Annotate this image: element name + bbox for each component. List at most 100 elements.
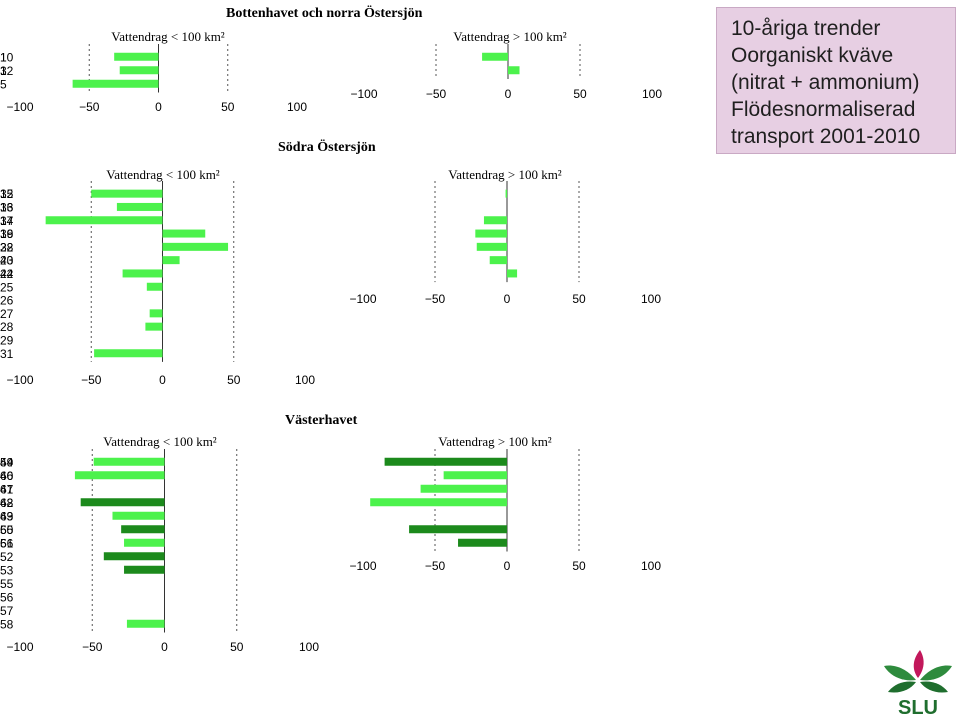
vh-large-tick-label: −100: [349, 559, 376, 573]
bn-small-tick-label: 100: [287, 100, 307, 114]
vh-small-row-label: 56: [0, 590, 14, 604]
vh-small-bar: [124, 565, 165, 574]
slu-logo-text: SLU: [898, 697, 938, 717]
vh-small-tick-label: 100: [299, 640, 319, 654]
vh-large-row-label: 59: [0, 455, 14, 469]
vh-large-bar: [420, 484, 507, 493]
bn-small-bar: [114, 52, 159, 61]
so-large-row-label: 40: [0, 254, 14, 268]
so-small-row-label: 23: [0, 254, 14, 268]
vh-large-bar: [443, 471, 507, 480]
so-small-tick-label: 100: [295, 373, 315, 387]
so-large-row-label: 34: [0, 214, 14, 228]
bn-small-row-label: 5: [0, 77, 7, 91]
so-large-bar: [489, 256, 507, 265]
vh-small-row-label: 48: [0, 496, 14, 510]
so-large-bar: [483, 216, 507, 225]
vh-small-bar: [80, 498, 165, 507]
vh-small-row-label: 47: [0, 482, 14, 496]
vh-small-tick-label: −50: [82, 640, 103, 654]
slu-leaf-logo-icon: SLU: [884, 650, 952, 717]
vh-small-bar: [112, 511, 165, 520]
info-line-3: (nitrat + ammonium): [731, 71, 920, 94]
so-small-tick-label: 50: [227, 373, 241, 387]
bn-large-row-label: 10: [0, 50, 14, 64]
vh-large-row-label: 60: [0, 469, 14, 483]
vh-large-bar: [370, 498, 507, 507]
so-small-bar: [91, 189, 163, 198]
vh-large-row-label: 62: [0, 496, 14, 510]
bn-small-tick-label: 50: [221, 100, 235, 114]
so-small-row-label: 26: [0, 294, 14, 308]
vh-small-row-label: 52: [0, 550, 14, 564]
so-large-tick-label: −100: [349, 292, 376, 306]
info-line-1: 10-åriga trender: [731, 17, 881, 40]
vh-small-row-label: 57: [0, 604, 14, 618]
so-small-row-label: 17: [0, 214, 14, 228]
vh-small-bar: [93, 457, 165, 466]
vh-large-row-label: 61: [0, 482, 14, 496]
so-large-tick-label: 0: [504, 292, 511, 306]
so-large-title: Vattendrag > 100 km²: [448, 167, 562, 182]
so-small-title: Vattendrag < 100 km²: [106, 167, 220, 182]
bn-large-tick-label: 0: [505, 87, 512, 101]
region-title-sodra: Södra Östersjön: [278, 140, 376, 155]
vh-large-row-label: 63: [0, 509, 14, 523]
vh-small-row-label: 46: [0, 469, 14, 483]
so-small-bar: [122, 269, 163, 278]
vh-large-row-label: 66: [0, 536, 14, 550]
so-large-row-label: 32: [0, 187, 14, 201]
so-small-row-label: 24: [0, 267, 14, 281]
so-large-row-label: 38: [0, 240, 14, 254]
so-large-bar: [507, 269, 518, 278]
so-small-tick-label: −100: [6, 373, 33, 387]
vh-small-title: Vattendrag < 100 km²: [103, 434, 217, 449]
so-small-bar: [162, 242, 229, 251]
vh-large-bar: [384, 457, 507, 466]
vh-large-tick-label: 50: [572, 559, 586, 573]
bn-small-tick-label: −100: [6, 100, 33, 114]
bn-small-row-label: 3: [0, 64, 7, 78]
vh-small-bar: [74, 471, 165, 480]
so-large-row-label: 36: [0, 227, 14, 241]
bn-large-row-label: 12: [0, 64, 14, 78]
so-small-tick-label: 0: [159, 373, 166, 387]
so-small-bar: [162, 256, 180, 265]
info-line-2: Oorganiskt kväve: [731, 44, 894, 67]
vh-small-bar: [124, 538, 165, 547]
vh-small-tick-label: −100: [6, 640, 33, 654]
vh-small-row-label: 51: [0, 536, 14, 550]
vh-small-row-label: 53: [0, 563, 14, 577]
so-small-row-label: 27: [0, 307, 14, 321]
bn-large-tick-label: −50: [426, 87, 447, 101]
bn-large-tick-label: −100: [350, 87, 377, 101]
vh-small-tick-label: 0: [161, 640, 168, 654]
info-line-4: Flödesnormaliserad: [731, 98, 916, 121]
so-small-row-label: 28: [0, 320, 14, 334]
so-large-bar: [505, 189, 508, 198]
bn-small-tick-label: −50: [79, 100, 100, 114]
bn-large-bar: [482, 52, 508, 61]
so-small-bar: [146, 282, 163, 291]
bn-small-tick-label: 0: [155, 100, 162, 114]
so-small-row-label: 16: [0, 200, 14, 214]
vh-large-bar: [458, 538, 507, 547]
so-small-row-label: 15: [0, 187, 14, 201]
vh-small-tick-label: 50: [230, 640, 244, 654]
bn-small-title: Vattendrag < 100 km²: [111, 29, 225, 44]
vh-large-tick-label: −50: [425, 559, 446, 573]
so-small-bar: [116, 202, 163, 211]
so-small-bar: [149, 309, 163, 318]
region-title-vasterhavet: Västerhavet: [285, 413, 358, 428]
vh-small-bar: [121, 525, 165, 534]
bn-small-bar: [72, 79, 159, 88]
vh-large-tick-label: 100: [641, 559, 661, 573]
so-large-tick-label: 100: [641, 292, 661, 306]
bn-large-tick-label: 100: [642, 87, 662, 101]
vh-small-row-label: 58: [0, 617, 14, 631]
bn-small-bar: [119, 66, 159, 75]
so-large-tick-label: −50: [425, 292, 446, 306]
bn-small-row-label: 1: [0, 50, 7, 64]
vh-small-row-label: 49: [0, 509, 14, 523]
